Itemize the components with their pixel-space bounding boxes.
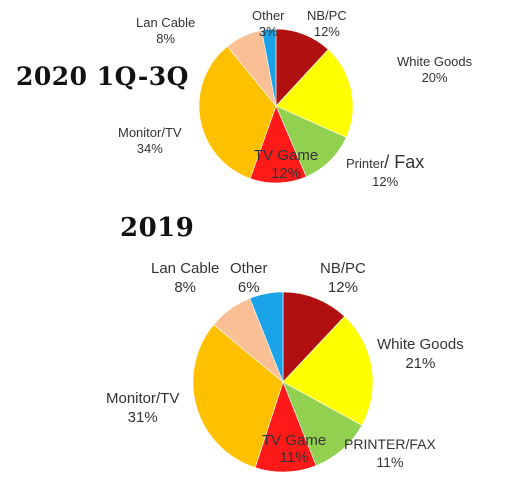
label-name: TV Game [254,147,319,164]
pie-slice-white-goods [275,49,354,138]
label-other-2020: Other 3% [252,8,285,41]
label-pct: 6% [237,278,260,296]
pie-slice-monitor-tv [192,324,284,468]
label-printer-fax-2019: PRINTER/FAX 11% [344,436,436,471]
label-name: Lan Cable [151,260,220,277]
chart-title-2020: 2020 1Q-3Q [16,62,189,91]
label-pct: 8% [174,278,197,296]
label-tv-game-2019: TV Game 11% [262,432,326,467]
label-monitor-tv-2019: Monitor/TV 31% [106,390,179,428]
label-name: Other [230,260,268,277]
label-white-goods-2020: White Goods 20% [397,54,472,87]
label-name: Monitor/TV [118,125,182,140]
label-pct: 12% [372,173,399,189]
pie-slice-other [249,291,284,383]
label-pct: 8% [156,31,176,47]
label-name: PRINTER/FAX [344,436,436,452]
label-pct: 12% [271,165,302,182]
label-lan-cable-2019: Lan Cable 8% [151,260,219,298]
pie-slice-nb-pc [282,291,346,383]
label-pct: 34% [136,141,163,157]
label-name: Other [252,8,285,23]
label-name: White Goods [377,336,464,353]
label-name: Monitor/TV [106,390,180,407]
label-pct: 11% [279,449,309,467]
label-nbpc-2020: NB/PC 12% [307,8,347,41]
pie-slice-monitor-tv [198,45,277,179]
label-nbpc-2019: NB/PC 12% [320,260,366,298]
label-monitor-tv-2020: Monitor/TV 34% [118,125,182,158]
label-other-2019: Other 6% [230,260,268,298]
label-pct: 11% [376,453,404,470]
label-printer: Printer [346,156,385,171]
label-pct: 12% [327,278,358,296]
label-name: Lan Cable [136,15,196,30]
label-printer-fax-2020: Printer/ Fax 12% [346,151,424,190]
label-pct: 20% [421,70,448,86]
label-pct: 3% [258,24,278,40]
label-name: NB/PC [320,260,366,277]
label-lan-cable-2020: Lan Cable 8% [136,15,195,48]
label-name: TV Game [262,432,327,449]
label-pct: 31% [127,408,158,426]
pie-slice-white-goods [282,315,374,426]
label-name: NB/PC [307,8,347,23]
pie-slice-other [261,28,277,107]
label-name: Printer/ Fax [346,151,424,174]
label-pct: 21% [405,354,436,372]
label-fax: / Fax [384,152,425,172]
chart-title-2019: 2019 [120,213,195,243]
label-pct: 12% [313,24,340,40]
label-white-goods-2019: White Goods 21% [377,336,464,374]
label-tv-game-2020: TV Game 12% [254,147,318,183]
label-name: White Goods [397,54,473,69]
